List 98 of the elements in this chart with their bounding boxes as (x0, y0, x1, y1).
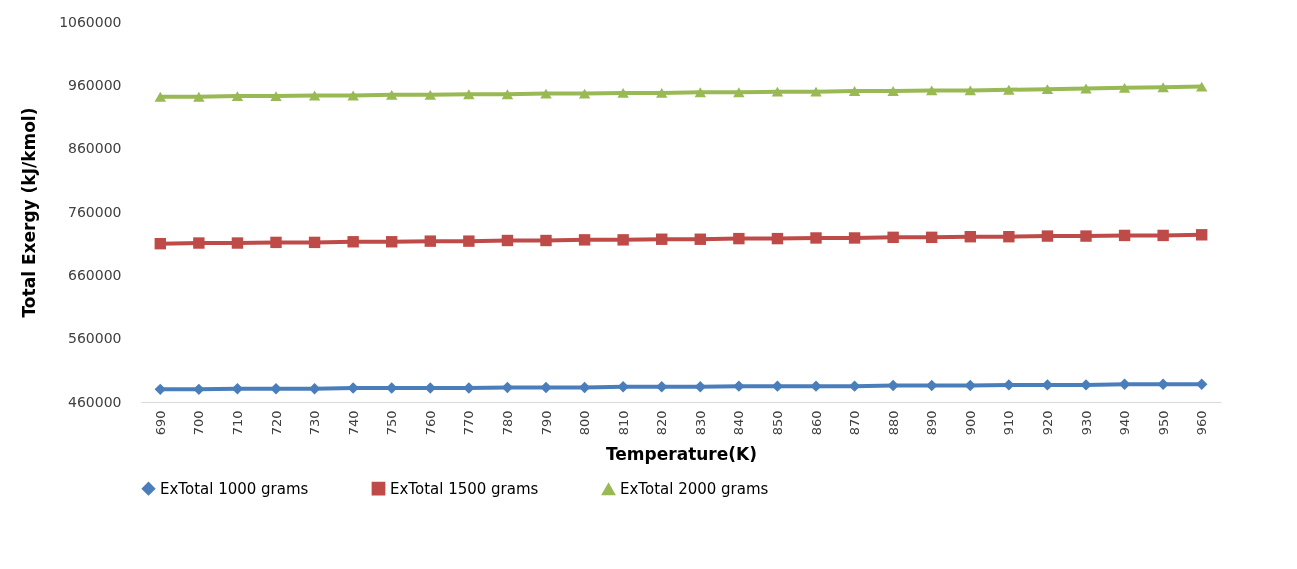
x-tick-label: 910 (1001, 410, 1017, 436)
point (617, 234, 629, 246)
point (424, 235, 436, 247)
x-tick-label: 700 (191, 410, 207, 436)
point (848, 86, 861, 96)
y-tick-label: 860000 (68, 140, 122, 157)
y-tick-label: 560000 (68, 330, 122, 347)
point (308, 90, 321, 101)
point (578, 88, 591, 99)
point (733, 87, 745, 98)
point (1041, 230, 1054, 242)
point (926, 85, 938, 96)
x-tick-label: 920 (1039, 410, 1055, 436)
x-tick-label: 730 (307, 410, 323, 436)
x-tick-label: 870 (847, 410, 863, 436)
legend-label: ExTotal 1500 grams (390, 479, 539, 498)
x-tick-label: 960 (1194, 410, 1210, 436)
x-tick-label: 950 (1155, 410, 1171, 436)
point (1041, 84, 1054, 95)
point (887, 86, 899, 96)
point (578, 234, 591, 246)
point (771, 86, 784, 97)
point (1196, 229, 1208, 241)
x-tick-label: 900 (962, 410, 978, 436)
point (386, 236, 398, 248)
x-tick-label: 710 (229, 410, 245, 436)
point (1157, 229, 1169, 242)
point (964, 231, 976, 243)
legend-label: ExTotal 1000 grams (160, 479, 309, 498)
y-axis-title: Total Exergy (kJ/kmol) (19, 107, 40, 318)
point (1080, 83, 1092, 94)
point (540, 234, 552, 247)
point (656, 88, 668, 98)
x-tick-label: 860 (808, 410, 824, 436)
point (810, 232, 822, 244)
point (231, 237, 244, 249)
x-tick-label: 780 (499, 410, 515, 436)
x-tick-label: 890 (924, 410, 940, 436)
point (463, 235, 475, 247)
point (1118, 82, 1131, 93)
x-tick-label: 800 (577, 410, 593, 436)
point (694, 87, 706, 98)
point (270, 91, 282, 102)
x-tick-label: 820 (654, 410, 670, 436)
point (193, 237, 205, 249)
point (810, 86, 822, 97)
point (193, 91, 205, 102)
point (694, 233, 706, 245)
point (887, 231, 899, 244)
point (617, 88, 629, 98)
x-tick-label: 880 (885, 410, 901, 436)
y-tick-label: 660000 (68, 266, 122, 283)
x-tick-label: 770 (461, 410, 477, 436)
point (848, 232, 861, 244)
y-tick-label: 460000 (68, 393, 122, 410)
point (231, 91, 244, 102)
point (1196, 81, 1208, 92)
point (964, 85, 976, 96)
x-tick-label: 690 (152, 410, 168, 436)
x-tick-label: 850 (769, 410, 785, 436)
x-tick-label: 930 (1078, 410, 1094, 436)
point (733, 232, 745, 245)
point (771, 232, 784, 245)
point (386, 89, 398, 100)
x-tick-label: 750 (384, 410, 400, 436)
point (154, 91, 166, 102)
y-tick-label: 960000 (68, 76, 122, 93)
point (501, 89, 514, 100)
point (347, 236, 359, 248)
point (270, 236, 282, 249)
y-tick-label: 760000 (68, 203, 122, 220)
point (463, 89, 475, 100)
point (926, 231, 938, 244)
x-tick-label: 720 (268, 410, 284, 436)
point (308, 236, 321, 249)
legend-label: ExTotal 2000 grams (620, 480, 769, 499)
point (656, 233, 668, 245)
point (1080, 230, 1092, 242)
point (501, 234, 514, 247)
x-tick-label: 790 (538, 410, 554, 436)
x-axis-title: Temperature(K) (606, 444, 757, 465)
point (1157, 82, 1169, 93)
point (347, 90, 359, 101)
x-tick-label: 740 (345, 410, 361, 436)
point (540, 88, 552, 99)
x-tick-label: 940 (1117, 410, 1133, 436)
x-tick-label: 840 (731, 410, 747, 436)
point (1118, 229, 1131, 242)
x-tick-label: 810 (615, 410, 631, 436)
point (1003, 84, 1015, 95)
point (424, 89, 436, 100)
x-tick-label: 830 (692, 410, 708, 436)
point (154, 383, 166, 396)
y-tick-label: 1060000 (59, 13, 122, 30)
point (154, 237, 166, 250)
point (1196, 378, 1208, 390)
point (1003, 231, 1015, 243)
x-tick-label: 760 (422, 410, 438, 436)
